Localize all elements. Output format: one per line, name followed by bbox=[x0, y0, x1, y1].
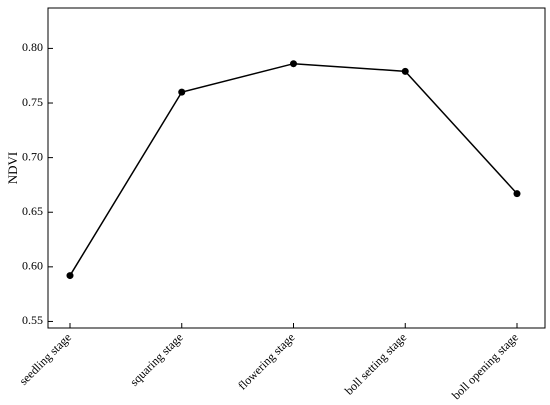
point bbox=[401, 67, 409, 75]
y-axis-label: NDVI bbox=[5, 152, 20, 185]
point bbox=[178, 88, 186, 96]
y-tick-label: 0.55 bbox=[22, 313, 43, 327]
x-tick-label: squaring stage bbox=[127, 330, 186, 389]
y-tick-label: 0.60 bbox=[22, 259, 43, 273]
point bbox=[290, 60, 297, 68]
point bbox=[66, 272, 74, 280]
y-tick-label: 0.65 bbox=[22, 204, 43, 218]
plot-frame bbox=[47, 7, 546, 329]
y-tick-label: 0.70 bbox=[22, 149, 43, 163]
point bbox=[513, 190, 521, 198]
x-tick-label: seedling stage bbox=[16, 330, 74, 388]
line bbox=[69, 62, 518, 276]
x-tick-label: flowering stage bbox=[235, 330, 297, 392]
y-tick-label: 0.75 bbox=[22, 95, 43, 109]
y-tick-label: 0.80 bbox=[22, 40, 43, 54]
x-tick-label: boll setting stage bbox=[342, 330, 409, 397]
x-tick-label: boll opening stage bbox=[449, 330, 521, 402]
